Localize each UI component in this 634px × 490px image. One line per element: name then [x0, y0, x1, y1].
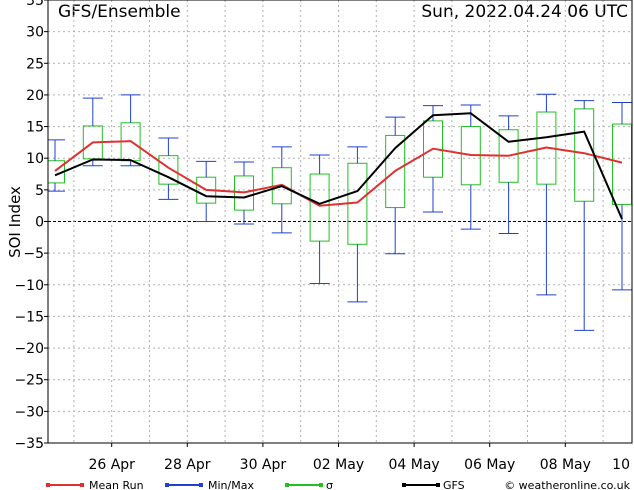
legend-sigma-label: σ	[326, 479, 333, 490]
legend-gfs-marker-left	[402, 483, 406, 487]
y-tick-label-1: 30	[26, 25, 44, 41]
legend-minmax-marker-left	[165, 483, 169, 487]
legend-mean-run: Mean Run	[46, 479, 144, 490]
y-tick-label-10: −15	[14, 309, 44, 325]
y-tick-label-2: 25	[26, 56, 44, 72]
chart-date: Sun, 2022.04.24 06 UTC	[421, 2, 628, 22]
mean-run-line	[54, 140, 623, 207]
sigma-boxes	[47, 108, 632, 245]
y-tick-label-8: −5	[23, 246, 44, 262]
y-tick-label-0: 35	[26, 0, 44, 9]
x-tick-label-0: 26 Apr	[88, 457, 135, 473]
y-tick-label-3: 20	[26, 88, 44, 104]
y-axis-ticks: 35 30 25 20 15 10 5 0 −5 −10 −15 −20 −25 −30 −35	[14, 0, 48, 452]
legend-minmax-marker-right	[199, 483, 203, 487]
legend-sigma: σ	[285, 479, 333, 490]
chart-title: GFS/Ensemble	[58, 2, 181, 22]
sigma-box-7	[309, 173, 330, 242]
legend-mean-run-marker-right	[80, 483, 84, 487]
x-tick-label-3: 02 May	[313, 457, 364, 473]
grid	[48, 0, 632, 443]
series-lines	[54, 112, 623, 220]
gfs-line	[54, 112, 623, 220]
legend-minmax-label: Min/Max	[208, 479, 254, 490]
legend-sigma-marker-right	[319, 483, 323, 487]
legend: Mean Run Min/Max σ GFS © weatheronline.c…	[46, 479, 631, 490]
x-tick-label-1: 28 Apr	[164, 457, 211, 473]
legend-mean-run-label: Mean Run	[89, 479, 144, 490]
y-axis-label: SOI Index	[6, 186, 24, 258]
legend-gfs: GFS	[402, 479, 465, 490]
sigma-box-15	[612, 123, 632, 205]
y-tick-label-9: −10	[14, 278, 44, 294]
y-tick-label-5: 10	[26, 151, 44, 167]
x-tick-label-5: 06 May	[464, 457, 515, 473]
legend-sigma-marker-left	[285, 483, 289, 487]
y-tick-label-12: −25	[14, 373, 44, 389]
legend-gfs-marker-right	[436, 483, 440, 487]
y-tick-label-6: 5	[35, 183, 44, 199]
x-tick-label-4: 04 May	[388, 457, 439, 473]
y-tick-label-11: −20	[14, 341, 44, 357]
x-tick-label-6: 08 May	[540, 457, 591, 473]
y-tick-label-7: 0	[35, 215, 44, 231]
legend-minmax: Min/Max	[165, 479, 254, 490]
y-tick-label-4: 15	[26, 120, 44, 136]
legend-mean-run-marker-left	[46, 483, 50, 487]
legend-gfs-label: GFS	[443, 479, 465, 490]
x-tick-label-2: 30 Apr	[240, 457, 287, 473]
x-tick-label-7: 10	[612, 457, 630, 473]
copyright-notice: © weatheronline.co.uk	[504, 479, 630, 490]
y-tick-label-13: −30	[14, 404, 44, 420]
minmax-whiskers	[48, 93, 632, 331]
x-axis-ticks: 26 Apr 28 Apr 30 Apr 02 May 04 May 06 May 08 M…	[88, 443, 630, 473]
y-tick-label-14: −35	[14, 436, 44, 452]
